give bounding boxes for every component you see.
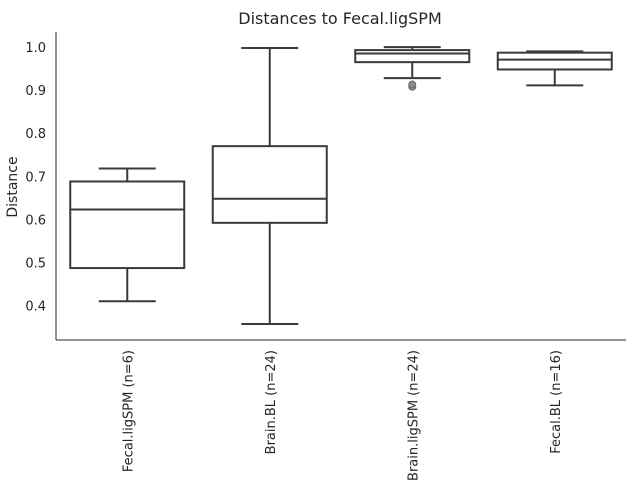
- x-tick-label: Fecal.BL (n=16): [549, 350, 564, 454]
- y-tick-label: 0.9: [25, 84, 46, 99]
- box-4: [496, 50, 613, 87]
- box-2: [211, 46, 328, 326]
- y-axis-label: Distance: [5, 156, 21, 217]
- y-tick-label: 0.6: [25, 213, 46, 228]
- iqr-box: [496, 51, 613, 71]
- y-tick-label: 1.0: [25, 41, 46, 56]
- iqr-box: [211, 145, 328, 224]
- iqr-box: [69, 180, 186, 270]
- box-3: [354, 46, 471, 91]
- iqr-box: [354, 49, 471, 64]
- x-ticks: Fecal.ligSPM (n=6) Brain.BL (n=24) Brain.l…: [121, 350, 564, 480]
- y-tick-label: 0.7: [25, 170, 46, 185]
- outlier-point: [408, 80, 417, 89]
- chart-title: Distances to Fecal.ligSPM: [238, 9, 442, 28]
- x-tick-label: Brain.BL (n=24): [264, 350, 279, 454]
- axes: [55, 32, 626, 341]
- y-tick-label: 0.8: [25, 127, 46, 142]
- boxes: [69, 46, 613, 326]
- box-1: [69, 167, 186, 303]
- x-tick-label: Brain.ligSPM (n=24): [406, 350, 421, 480]
- y-ticks: 0.4 0.5 0.6 0.7 0.8 0.9 1.0: [25, 41, 46, 314]
- x-tick-label: Fecal.ligSPM (n=6): [121, 350, 136, 472]
- y-tick-label: 0.5: [25, 256, 46, 271]
- y-tick-label: 0.4: [25, 300, 46, 315]
